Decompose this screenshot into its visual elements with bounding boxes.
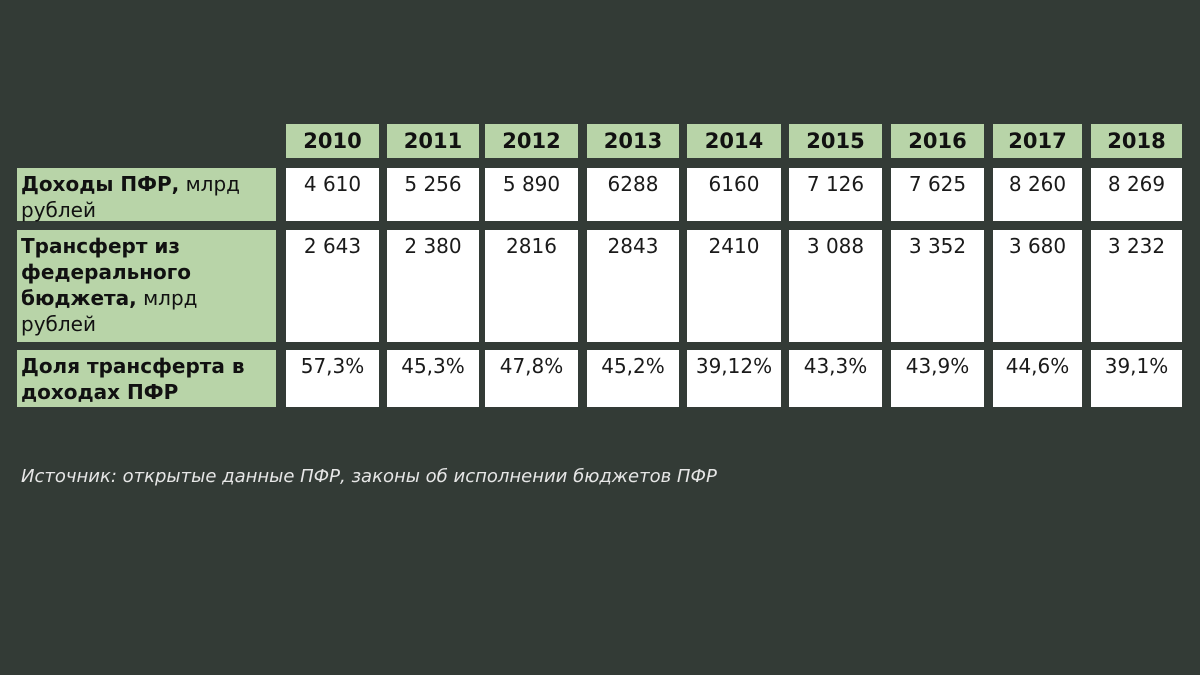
row-label-unit: млрд рублей — [21, 172, 240, 222]
table-cell: 5 256 — [387, 168, 479, 221]
table-cell: 6288 — [587, 168, 679, 221]
year-header-2014: 2014 — [687, 124, 781, 158]
table-cell: 3 352 — [891, 230, 984, 342]
table-cell: 2843 — [587, 230, 679, 342]
table-cell: 47,8% — [485, 350, 578, 407]
table-cell: 7 126 — [789, 168, 882, 221]
year-header-2015: 2015 — [789, 124, 882, 158]
table-cell: 2410 — [687, 230, 781, 342]
row-label-bold: Трансферт из федерального бюджета, — [21, 234, 191, 310]
table-cell: 44,6% — [993, 350, 1082, 407]
table-cell: 45,2% — [587, 350, 679, 407]
year-header-2016: 2016 — [891, 124, 984, 158]
table-cell: 6160 — [687, 168, 781, 221]
year-header-2012: 2012 — [485, 124, 578, 158]
year-header-2018: 2018 — [1091, 124, 1182, 158]
row-label-2: Трансферт из федерального бюджета, млрд … — [17, 230, 276, 342]
year-header-2011: 2011 — [387, 124, 479, 158]
row-label-1: Доходы ПФР, млрд рублей — [17, 168, 276, 222]
table-cell: 45,3% — [387, 350, 479, 407]
source-note: Источник: открытые данные ПФР, законы об… — [21, 466, 717, 487]
table-cell: 4 610 — [286, 168, 379, 221]
table-cell: 39,12% — [687, 350, 781, 407]
row-label-unit: млрд рублей — [21, 286, 198, 336]
table-cell: 3 088 — [789, 230, 882, 342]
table-cell: 3 232 — [1091, 230, 1182, 342]
table-cell: 2816 — [485, 230, 578, 342]
table-cell: 8 269 — [1091, 168, 1182, 221]
row-label-bold: Доля трансферта в доходах ПФР — [21, 354, 245, 404]
row-label-bold: Доходы ПФР, — [21, 172, 180, 196]
table-cell: 39,1% — [1091, 350, 1182, 407]
table-cell: 57,3% — [286, 350, 379, 407]
year-header-2013: 2013 — [587, 124, 679, 158]
row-label-3: Доля трансферта в доходах ПФР — [17, 350, 276, 407]
table-cell: 5 890 — [485, 168, 578, 221]
year-header-2010: 2010 — [286, 124, 379, 158]
year-header-2017: 2017 — [993, 124, 1082, 158]
table-cell: 43,3% — [789, 350, 882, 407]
table-cell: 43,9% — [891, 350, 984, 407]
table-cell: 7 625 — [891, 168, 984, 221]
table-cell: 8 260 — [993, 168, 1082, 221]
table-cell: 2 643 — [286, 230, 379, 342]
table-cell: 2 380 — [387, 230, 479, 342]
table-cell: 3 680 — [993, 230, 1082, 342]
